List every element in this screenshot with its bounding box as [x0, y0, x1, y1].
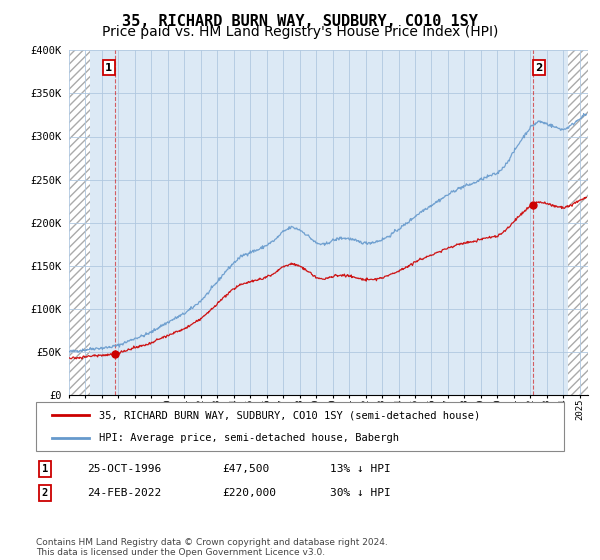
Text: £47,500: £47,500 — [222, 464, 269, 474]
Text: 1: 1 — [42, 464, 48, 474]
Text: HPI: Average price, semi-detached house, Babergh: HPI: Average price, semi-detached house,… — [100, 433, 400, 443]
Text: 25-OCT-1996: 25-OCT-1996 — [87, 464, 161, 474]
Text: £220,000: £220,000 — [222, 488, 276, 498]
Text: 35, RICHARD BURN WAY, SUDBURY, CO10 1SY: 35, RICHARD BURN WAY, SUDBURY, CO10 1SY — [122, 14, 478, 29]
Text: 2: 2 — [42, 488, 48, 498]
Text: 24-FEB-2022: 24-FEB-2022 — [87, 488, 161, 498]
Text: 30% ↓ HPI: 30% ↓ HPI — [330, 488, 391, 498]
Bar — [69, 50, 89, 395]
Bar — [568, 50, 588, 395]
Text: 35, RICHARD BURN WAY, SUDBURY, CO10 1SY (semi-detached house): 35, RICHARD BURN WAY, SUDBURY, CO10 1SY … — [100, 410, 481, 421]
Text: Contains HM Land Registry data © Crown copyright and database right 2024.
This d: Contains HM Land Registry data © Crown c… — [36, 538, 388, 557]
Text: Price paid vs. HM Land Registry's House Price Index (HPI): Price paid vs. HM Land Registry's House … — [102, 25, 498, 39]
Text: 13% ↓ HPI: 13% ↓ HPI — [330, 464, 391, 474]
FancyBboxPatch shape — [36, 402, 564, 451]
Text: 2: 2 — [536, 63, 543, 73]
Text: 1: 1 — [105, 63, 112, 73]
